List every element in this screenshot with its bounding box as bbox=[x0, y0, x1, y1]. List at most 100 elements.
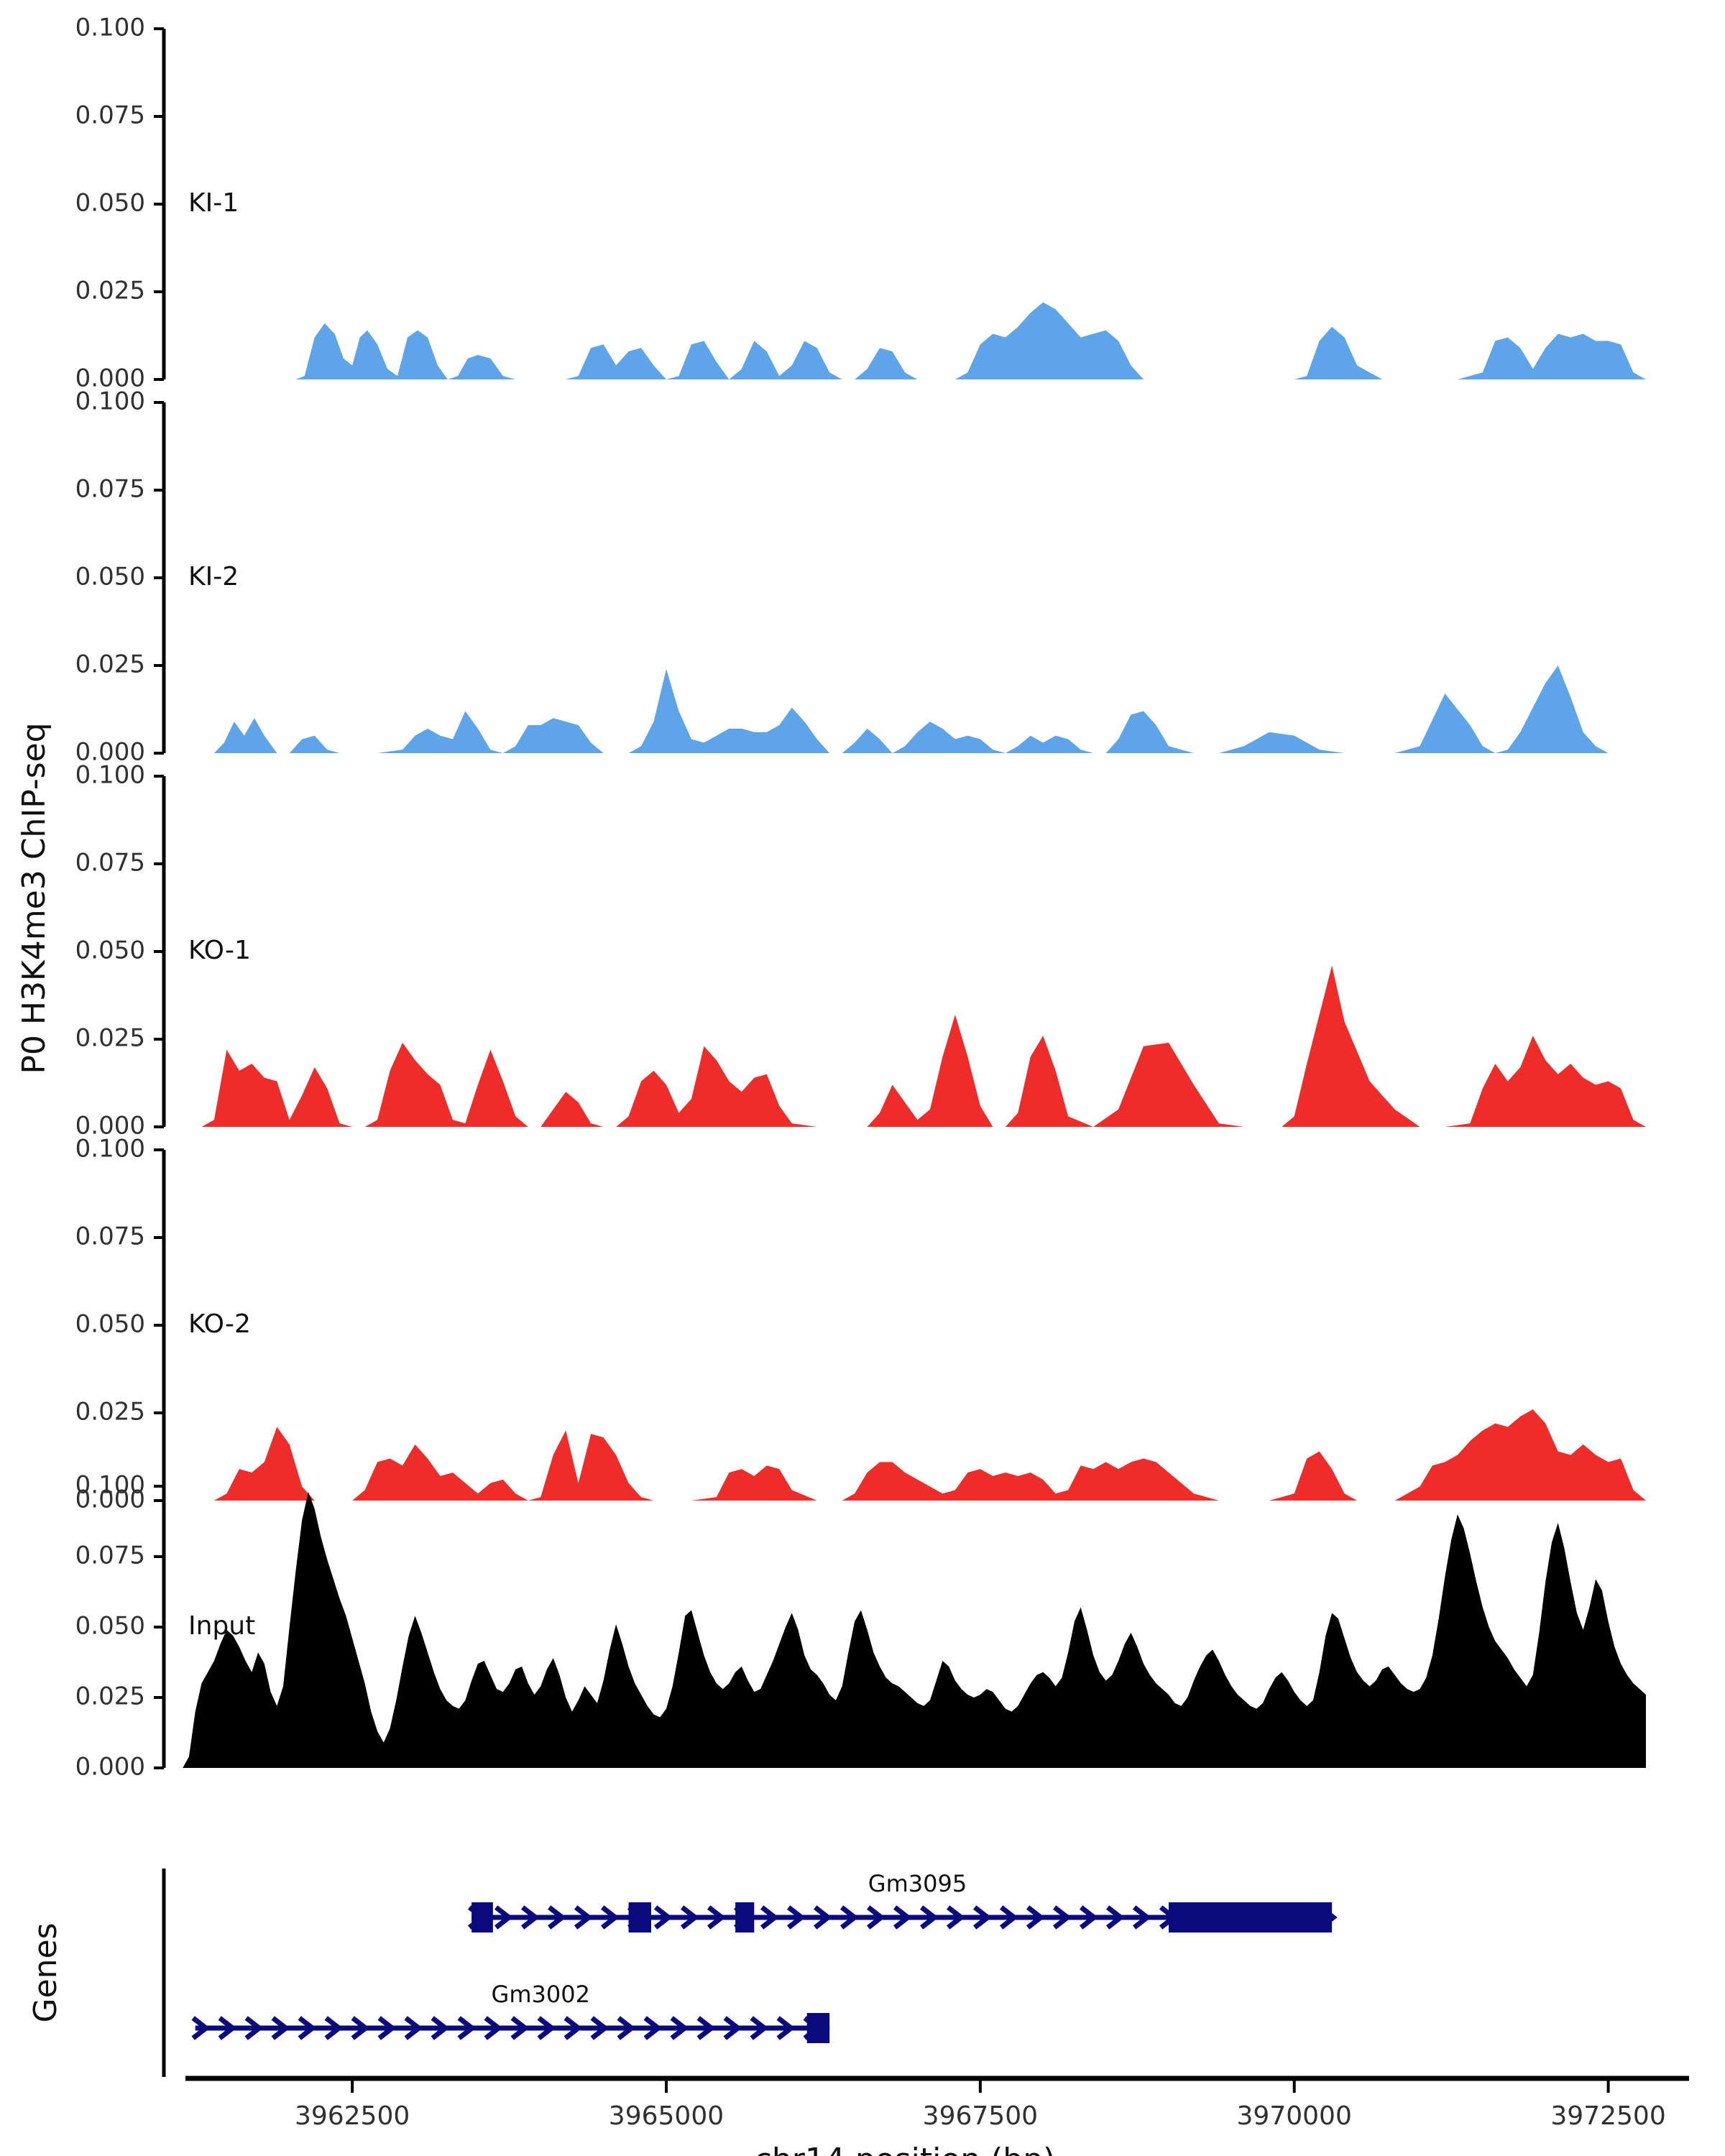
signal-area-ki-1 bbox=[164, 302, 1646, 379]
strand-arrow-icon bbox=[574, 1905, 593, 1930]
y-tick-label: 0.100 bbox=[75, 14, 145, 42]
strand-arrow-icon bbox=[1105, 1905, 1125, 1930]
strand-arrow-icon bbox=[776, 2016, 796, 2040]
y-tick-label: 0.050 bbox=[75, 936, 145, 965]
y-tick-label: 0.025 bbox=[75, 650, 145, 679]
strand-arrow-icon bbox=[919, 1905, 939, 1930]
strand-arrow-icon bbox=[298, 2016, 317, 2040]
signal-area-ki-2 bbox=[164, 665, 1646, 753]
strand-arrow-icon bbox=[1079, 1905, 1098, 1930]
strand-arrow-icon bbox=[813, 1905, 832, 1930]
exon-box bbox=[735, 1902, 755, 1932]
x-tick-label: 3970000 bbox=[1237, 2101, 1352, 2131]
x-tick-label: 3965000 bbox=[609, 2101, 724, 2131]
y-tick-label: 0.050 bbox=[75, 1612, 145, 1641]
track-panel-ko-2: 0.000 0.025 0.050 0.075 0.100 KO-2 bbox=[75, 1135, 1646, 1514]
y-tick-label: 0.100 bbox=[75, 1135, 145, 1164]
strand-arrow-icon bbox=[866, 1905, 886, 1930]
strand-arrow-icon bbox=[999, 1905, 1018, 1930]
strand-arrow-icon bbox=[1026, 1905, 1045, 1930]
y-tick-label: 0.025 bbox=[75, 1398, 145, 1427]
x-tick-label: 3967500 bbox=[923, 2101, 1038, 2131]
track-panel-ki-2: 0.000 0.025 0.050 0.075 0.100 KI-2 bbox=[75, 387, 1646, 767]
y-tick-label: 0.050 bbox=[75, 189, 145, 218]
y-tick-label: 0.000 bbox=[75, 364, 145, 393]
y-tick-label: 0.100 bbox=[75, 761, 145, 790]
y-tick-label: 0.000 bbox=[75, 1112, 145, 1141]
strand-arrow-icon bbox=[191, 2016, 211, 2040]
strand-arrow-icon bbox=[1132, 1905, 1151, 1930]
strand-arrow-icon bbox=[946, 1905, 965, 1930]
strand-arrow-icon bbox=[404, 2016, 423, 2040]
track-label-ko-1: KO-1 bbox=[188, 936, 251, 965]
strand-arrow-icon bbox=[840, 1905, 859, 1930]
y-tick-label: 0.075 bbox=[75, 101, 145, 130]
strand-arrow-icon bbox=[643, 2016, 663, 2040]
strand-arrow-icon bbox=[1052, 1905, 1072, 1930]
strand-arrow-icon bbox=[590, 2016, 610, 2040]
strand-arrow-icon bbox=[377, 2016, 397, 2040]
y-tick-label: 0.050 bbox=[75, 563, 145, 591]
signal-area-ko-1 bbox=[164, 965, 1646, 1127]
track-panel-input: 0.000 0.025 0.050 0.075 0.100 Input bbox=[75, 1471, 1646, 1782]
strand-arrow-icon bbox=[786, 1905, 806, 1930]
strand-arrow-icon bbox=[484, 2016, 503, 2040]
y-axis-title: P0 H3K4me3 ChIP-seq bbox=[16, 722, 52, 1074]
y-tick-label: 0.000 bbox=[75, 738, 145, 767]
exon-box bbox=[1168, 1902, 1333, 1932]
track-label-input: Input bbox=[188, 1611, 255, 1641]
strand-arrow-icon bbox=[244, 2016, 264, 2040]
strand-arrow-icon bbox=[431, 2016, 450, 2040]
strand-arrow-icon bbox=[564, 2016, 583, 2040]
strand-arrow-icon bbox=[271, 2016, 290, 2040]
signal-area-ko-2 bbox=[164, 1409, 1646, 1501]
x-axis-title: chr14 position (bp) bbox=[755, 2142, 1056, 2156]
strand-arrow-icon bbox=[670, 2016, 689, 2040]
signal-area-input bbox=[164, 1491, 1646, 1768]
y-tick-label: 0.075 bbox=[75, 475, 145, 504]
track-label-ki-2: KI-2 bbox=[188, 562, 239, 591]
y-tick-label: 0.050 bbox=[75, 1310, 145, 1339]
strand-arrow-icon bbox=[696, 2016, 716, 2040]
y-tick-label: 0.000 bbox=[75, 1485, 145, 1514]
genes-side-label: Genes bbox=[27, 1922, 64, 2022]
track-label-ki-1: KI-1 bbox=[188, 188, 239, 218]
gene-name-label-gm3002: Gm3002 bbox=[492, 1981, 590, 2008]
y-tick-label: 0.025 bbox=[75, 1024, 145, 1053]
y-tick-label: 0.025 bbox=[75, 1682, 145, 1711]
y-tick-label: 0.100 bbox=[75, 387, 145, 416]
strand-arrow-icon bbox=[600, 1905, 620, 1930]
strand-arrow-icon bbox=[457, 2016, 477, 2040]
x-tick-label: 3972500 bbox=[1550, 2101, 1665, 2131]
genes-panel: Genes Gm3095 Gm3002 bbox=[27, 1869, 1338, 2077]
y-tick-label: 0.025 bbox=[75, 277, 145, 305]
track-label-ko-2: KO-2 bbox=[188, 1309, 251, 1339]
strand-arrow-icon bbox=[218, 2016, 237, 2040]
exon-box bbox=[628, 1902, 652, 1932]
strand-arrow-icon bbox=[547, 1905, 566, 1930]
strand-arrow-icon bbox=[972, 1905, 992, 1930]
y-tick-label: 0.075 bbox=[75, 1542, 145, 1570]
track-panel-ki-1: 0.000 0.025 0.050 0.075 0.100 KI-1 bbox=[75, 14, 1646, 393]
strand-arrow-icon bbox=[351, 2016, 370, 2040]
strand-arrow-icon bbox=[494, 1905, 513, 1930]
strand-arrow-icon bbox=[520, 1905, 540, 1930]
gene-name-label-gm3095: Gm3095 bbox=[868, 1870, 967, 1897]
strand-arrow-icon bbox=[510, 2016, 530, 2040]
gene-gm3095[interactable]: Gm3095 bbox=[467, 1870, 1338, 1932]
x-axis: 3962500 3965000 3967500 3970000 3972500 chr14… bbox=[185, 2076, 1689, 2156]
exon-box bbox=[472, 1902, 493, 1932]
strand-arrow-icon bbox=[680, 1905, 699, 1930]
track-panel-ko-1: 0.000 0.025 0.050 0.075 0.100 KO-1 bbox=[75, 761, 1646, 1141]
strand-arrow-icon bbox=[617, 2016, 636, 2040]
strand-arrow-icon bbox=[723, 2016, 742, 2040]
strand-arrow-icon bbox=[653, 1905, 673, 1930]
gene-gm3002[interactable]: Gm3002 bbox=[191, 1981, 830, 2043]
x-tick-label: 3962500 bbox=[295, 2101, 410, 2131]
strand-arrow-icon bbox=[324, 2016, 344, 2040]
y-tick-label: 0.000 bbox=[75, 1753, 145, 1782]
strand-arrow-icon bbox=[750, 2016, 769, 2040]
y-tick-label: 0.075 bbox=[75, 1222, 145, 1251]
